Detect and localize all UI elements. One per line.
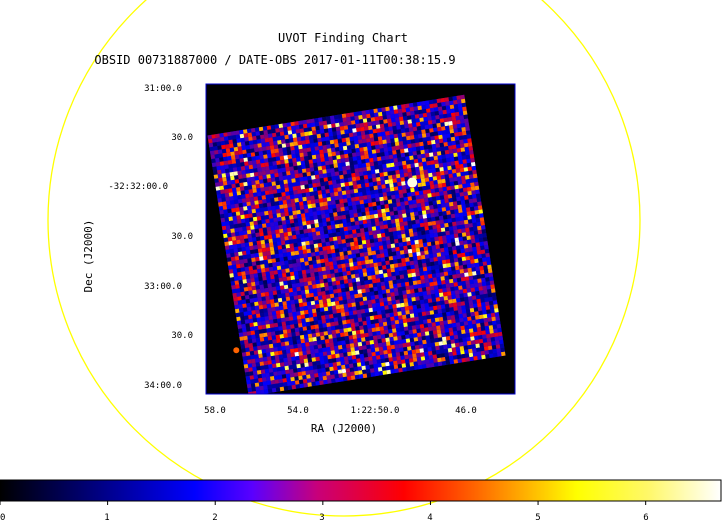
source-marker [233,347,240,354]
chart-subtitle: OBSID 00731887000 / DATE-OBS 2017-01-11T… [94,53,455,67]
y-tick-label: 31:00.0 [144,84,182,94]
y-tick-label: 30.0 [171,232,193,242]
colorbar-tick-label: 6 [643,513,648,521]
x-axis-label: RA (J2000) [311,422,377,435]
y-tick-label: 30.0 [171,133,193,143]
y-tick-label: 30.0 [171,331,193,341]
colorbar-tick-label: 4 [427,513,432,521]
exposure-image [207,94,506,394]
colorbar-tick-label: 3 [319,513,324,521]
colorbar-tick-label: 1 [104,513,109,521]
x-tick-label: 54.0 [287,406,309,416]
field-of-view-circle [47,0,641,517]
colorbar [0,479,722,502]
colorbar-tick-label: 0 [0,513,5,521]
x-tick-label: 46.0 [455,406,477,416]
x-tick-label: 1:22:50.0 [351,406,400,416]
x-tick-label: 58.0 [204,406,226,416]
colorbar-tick-label: 5 [535,513,540,521]
chart-title: UVOT Finding Chart [278,31,408,45]
image-frame [205,83,516,395]
source-marker [407,177,418,188]
y-tick-label: 34:00.0 [144,381,182,391]
y-axis-label: Dec (J2000) [82,220,95,293]
y-tick-label: -32:32:00.0 [108,182,168,192]
colorbar-ticks [0,501,647,505]
y-tick-label: 33:00.0 [144,282,182,292]
colorbar-tick-label: 2 [212,513,217,521]
